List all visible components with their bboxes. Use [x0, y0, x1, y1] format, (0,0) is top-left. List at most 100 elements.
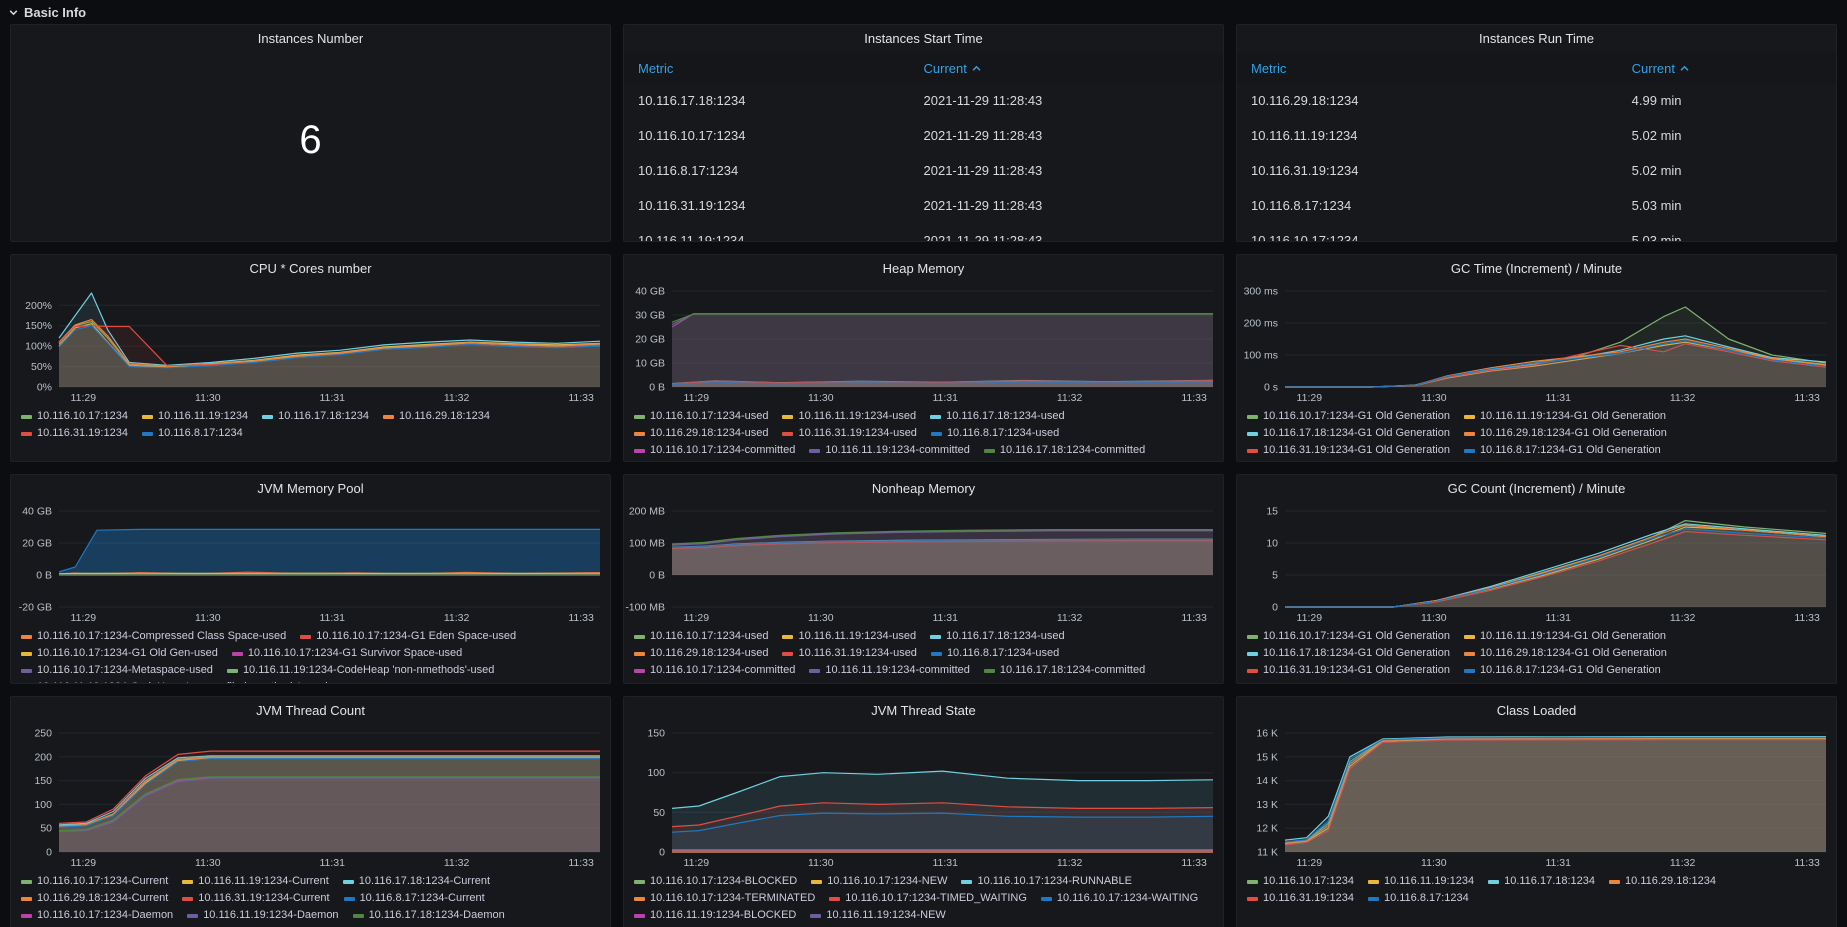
legend-item[interactable]: 10.116.31.19:1234-used — [782, 426, 917, 441]
legend-item[interactable]: 10.116.11.19:1234-G1 Old Generation — [1463, 629, 1666, 644]
legend-item[interactable]: 10.116.10.17:1234 — [21, 409, 128, 424]
legend-item[interactable]: 10.116.17.18:1234 — [262, 409, 369, 424]
legend-item[interactable]: 10.116.10.17:1234-WAITING — [1040, 891, 1198, 906]
legend-item[interactable]: 10.116.29.18:1234-Current — [21, 891, 168, 906]
legend-item[interactable]: 10.116.17.18:1234-committed — [983, 443, 1145, 458]
legend-item[interactable]: 10.116.31.19:1234-G1 Old Generation — [1247, 443, 1450, 458]
legend-item[interactable]: 10.116.11.19:1234 — [141, 409, 248, 424]
legend-label: 10.116.11.19:1234-BLOCKED — [650, 909, 797, 921]
legend-item[interactable]: 10.116.17.18:1234 — [1488, 874, 1595, 889]
legend-label: 10.116.17.18:1234-used — [946, 630, 1065, 642]
legend-item[interactable]: 10.116.10.17:1234-G1 Eden Space-used — [300, 629, 516, 644]
legend-item[interactable]: 10.116.10.17:1234-used — [634, 629, 768, 644]
nonheap-memory-chart[interactable]: -100 MB 0 B 100 MB 200 MB 11:29 11:30 11:31 11:… — [624, 503, 1223, 625]
legend-item[interactable]: 10.116.11.19:1234-BLOCKED — [634, 908, 796, 923]
column-header-current[interactable]: Current — [1632, 61, 1822, 76]
legend-item[interactable]: 10.116.10.17:1234-RUNNABLE — [961, 874, 1132, 889]
panel-title[interactable]: GC Time (Increment) / Minute — [1450, 261, 1623, 276]
legend-item[interactable]: 10.116.10.17:1234-NEW — [811, 874, 947, 889]
legend-item[interactable]: 10.116.31.19:1234-G1 Old Generation — [1247, 663, 1450, 678]
gc-count-chart[interactable]: 0 5 10 15 11:29 11:30 11:31 11:32 11:33 — [1237, 503, 1836, 625]
legend-item[interactable]: 10.116.10.17:1234-Metaspace-used — [21, 663, 213, 678]
legend-item[interactable]: 10.116.10.17:1234-used — [634, 409, 768, 424]
legend-item[interactable]: 10.116.8.17:1234-G1 Old Generation — [1463, 663, 1661, 678]
legend-item[interactable]: 10.116.10.17:1234-G1 Old Generation — [1247, 629, 1450, 644]
heap-memory-chart[interactable]: 0 B 10 GB 20 GB 30 GB 40 GB 11:29 11:30 11:31 11… — [624, 283, 1223, 405]
legend-item[interactable]: 10.116.8.17:1234 — [141, 426, 243, 441]
legend-item[interactable]: 10.116.17.18:1234-Daemon — [352, 908, 505, 923]
cpu-cores-chart[interactable]: 0% 50% 100% 150% 200% 11:29 11:30 11:31 11:32 11:… — [11, 283, 610, 405]
legend-item[interactable]: 10.116.8.17:1234-Current — [343, 891, 485, 906]
legend-item[interactable]: 10.116.11.19:1234-NEW — [810, 908, 946, 923]
legend-item[interactable]: 10.116.10.17:1234-G1 Old Generation — [1247, 409, 1450, 424]
legend-item[interactable]: 10.116.8.17:1234-used — [930, 646, 1060, 661]
legend-item[interactable]: 10.116.31.19:1234-used — [782, 646, 917, 661]
legend-item[interactable]: 10.116.31.19:1234 — [1247, 891, 1354, 906]
legend-item[interactable]: 10.116.11.19:1234-G1 Old Generation — [1463, 409, 1666, 424]
legend-item[interactable]: 10.116.17.18:1234-G1 Old Generation — [1247, 646, 1450, 661]
legend-item[interactable]: 10.116.29.18:1234 — [1609, 874, 1716, 889]
legend-item[interactable]: 10.116.8.17:1234-G1 Old Generation — [1463, 443, 1661, 458]
panel-title[interactable]: Instances Run Time — [1479, 31, 1594, 46]
legend-item[interactable]: 10.116.11.19:1234-committed — [809, 443, 970, 458]
gc-time-chart[interactable]: 0 s 100 ms 200 ms 300 ms 11:29 11:30 11:31 11:3… — [1237, 283, 1836, 405]
panel-title[interactable]: Nonheap Memory — [871, 481, 976, 496]
legend-item[interactable]: 10.116.11.19:1234 — [1367, 874, 1474, 889]
legend-item[interactable]: 10.116.11.19:1234-used — [782, 629, 916, 644]
legend-item[interactable]: 10.116.10.17:1234 — [1247, 874, 1354, 889]
panel-title[interactable]: JVM Thread Count — [256, 703, 365, 718]
legend-item[interactable]: 10.116.8.17:1234 — [1367, 891, 1469, 906]
legend-item[interactable]: 10.116.10.17:1234-committed — [634, 443, 795, 458]
cpu-cores-legend: 10.116.10.17:1234 10.116.11.19:1234 10.116… — [11, 405, 610, 443]
legend-item[interactable]: 10.116.29.18:1234-G1 Old Generation — [1463, 426, 1667, 441]
legend-item[interactable]: 10.116.11.19:1234-used — [782, 409, 916, 424]
legend-item[interactable]: 10.116.11.19:1234-committed — [809, 663, 970, 678]
panel-title[interactable]: JVM Thread State — [871, 703, 976, 718]
svg-text:30 GB: 30 GB — [635, 310, 665, 322]
legend-item[interactable]: 10.116.31.19:1234 — [21, 426, 128, 441]
panel-title[interactable]: Class Loaded — [1496, 703, 1577, 718]
legend-item[interactable]: 10.116.10.17:1234-committed — [634, 663, 795, 678]
panel-title[interactable]: Heap Memory — [882, 261, 965, 276]
legend-item[interactable]: 10.116.8.17:1234-used — [930, 426, 1059, 441]
jvm-thread-count-chart[interactable]: 0 50 100 150 200 250 11:29 11:30 11:31 11:32 11:33 — [11, 725, 610, 870]
legend-item[interactable]: 10.116.29.18:1234-used — [634, 426, 768, 441]
jvm-thread-state-chart[interactable]: 0 50 100 150 11:29 11:30 11:31 11:32 11:33 — [624, 725, 1223, 870]
legend-label: 10.116.8.17:1234-G1 Old Generation — [1479, 664, 1661, 676]
legend-item[interactable]: 10.116.11.19:1234-CodeHeap 'non-profiled… — [21, 680, 328, 683]
legend-item[interactable]: 10.116.17.18:1234-committed — [983, 663, 1145, 678]
legend-item[interactable]: 10.116.11.19:1234-Current — [182, 874, 329, 889]
legend-item[interactable]: 10.116.17.18:1234-used — [930, 409, 1065, 424]
legend-item[interactable]: 10.116.17.18:1234-Current — [342, 874, 490, 889]
legend-item[interactable]: 10.116.11.19:1234-CodeHeap 'non-nmethods… — [226, 663, 494, 678]
section-header-basic-info[interactable]: Basic Info — [0, 0, 1847, 22]
legend-item[interactable]: 10.116.10.17:1234-TERMINATED — [634, 891, 815, 906]
legend-item[interactable]: 10.116.29.18:1234-used — [634, 646, 768, 661]
column-header-metric[interactable]: Metric — [1251, 60, 1287, 76]
legend-item[interactable]: 10.116.10.17:1234-TIMED_WAITING — [829, 891, 1027, 906]
legend-item[interactable]: 10.116.10.17:1234-G1 Survivor Space-used — [231, 646, 462, 661]
panel-title[interactable]: Instances Start Time — [864, 31, 983, 46]
panel-title[interactable]: JVM Memory Pool — [257, 481, 364, 496]
class-loaded-chart[interactable]: 11 K 12 K 13 K 14 K 15 K 16 K 11:29 11:30 11:31 1… — [1237, 725, 1836, 870]
legend-item[interactable]: 10.116.17.18:1234-used — [930, 629, 1065, 644]
panel-title[interactable]: CPU * Cores number — [249, 261, 372, 276]
legend-item[interactable]: 10.116.29.18:1234-G1 Old Generation — [1463, 646, 1667, 661]
panel-title[interactable]: GC Count (Increment) / Minute — [1447, 481, 1626, 496]
legend-label: 10.116.8.17:1234-used — [946, 647, 1060, 659]
legend-label: 10.116.31.19:1234 — [37, 427, 128, 439]
column-header-metric[interactable]: Metric — [638, 60, 674, 76]
legend-item[interactable]: 10.116.10.17:1234-Current — [21, 874, 168, 889]
legend-item[interactable]: 10.116.10.17:1234-G1 Old Gen-used — [21, 646, 218, 661]
svg-text:0 s: 0 s — [1264, 382, 1278, 394]
legend-item[interactable]: 10.116.11.19:1234-Daemon — [187, 908, 339, 923]
legend-item[interactable]: 10.116.10.17:1234-Daemon — [21, 908, 173, 923]
jvm-memory-pool-chart[interactable]: -20 GB 0 B 20 GB 40 GB 11:29 11:30 11:31 11:32 1… — [11, 503, 610, 625]
legend-item[interactable]: 10.116.31.19:1234-Current — [182, 891, 330, 906]
column-header-current[interactable]: Current — [924, 61, 1210, 76]
legend-item[interactable]: 10.116.10.17:1234-Compressed Class Space… — [21, 629, 286, 644]
legend-item[interactable]: 10.116.10.17:1234-BLOCKED — [634, 874, 797, 889]
legend-item[interactable]: 10.116.17.18:1234-G1 Old Generation — [1247, 426, 1450, 441]
legend-item[interactable]: 10.116.29.18:1234 — [383, 409, 490, 424]
panel-title[interactable]: Instances Number — [257, 31, 364, 46]
